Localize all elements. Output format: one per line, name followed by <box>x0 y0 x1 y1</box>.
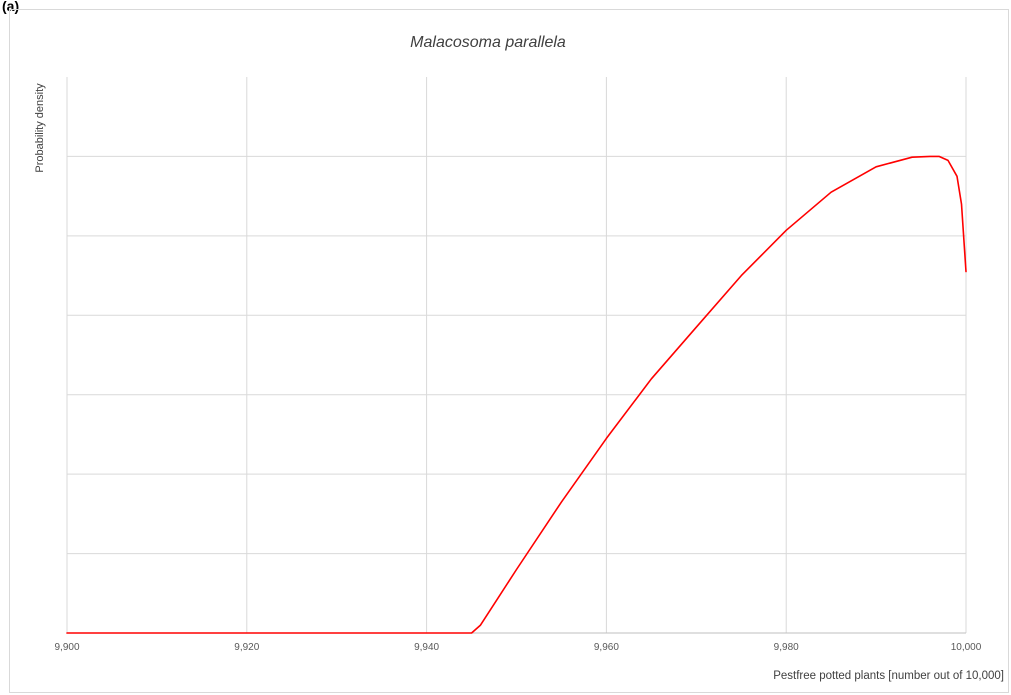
chart-frame <box>9 9 1009 693</box>
x-tick-label: 9,900 <box>54 642 79 653</box>
x-tick-label: 9,980 <box>774 642 799 653</box>
x-tick-label: 10,000 <box>951 642 982 653</box>
x-tick-label: 9,960 <box>594 642 619 653</box>
gridlines <box>66 77 967 633</box>
chart-title: Malacosoma parallela <box>410 34 566 51</box>
x-tick-label: 9,940 <box>414 642 439 653</box>
x-tick-label: 9,920 <box>234 642 259 653</box>
y-axis-label: Probability density <box>34 83 46 173</box>
series-layer <box>66 155 967 634</box>
density-line <box>66 155 967 634</box>
panel-label: (a) <box>2 0 20 14</box>
x-axis: 9,900 9,920 9,940 9,960 9,980 10,000 <box>54 632 982 653</box>
x-axis-label: Pestfree potted plants [number out of 10… <box>773 670 1004 682</box>
